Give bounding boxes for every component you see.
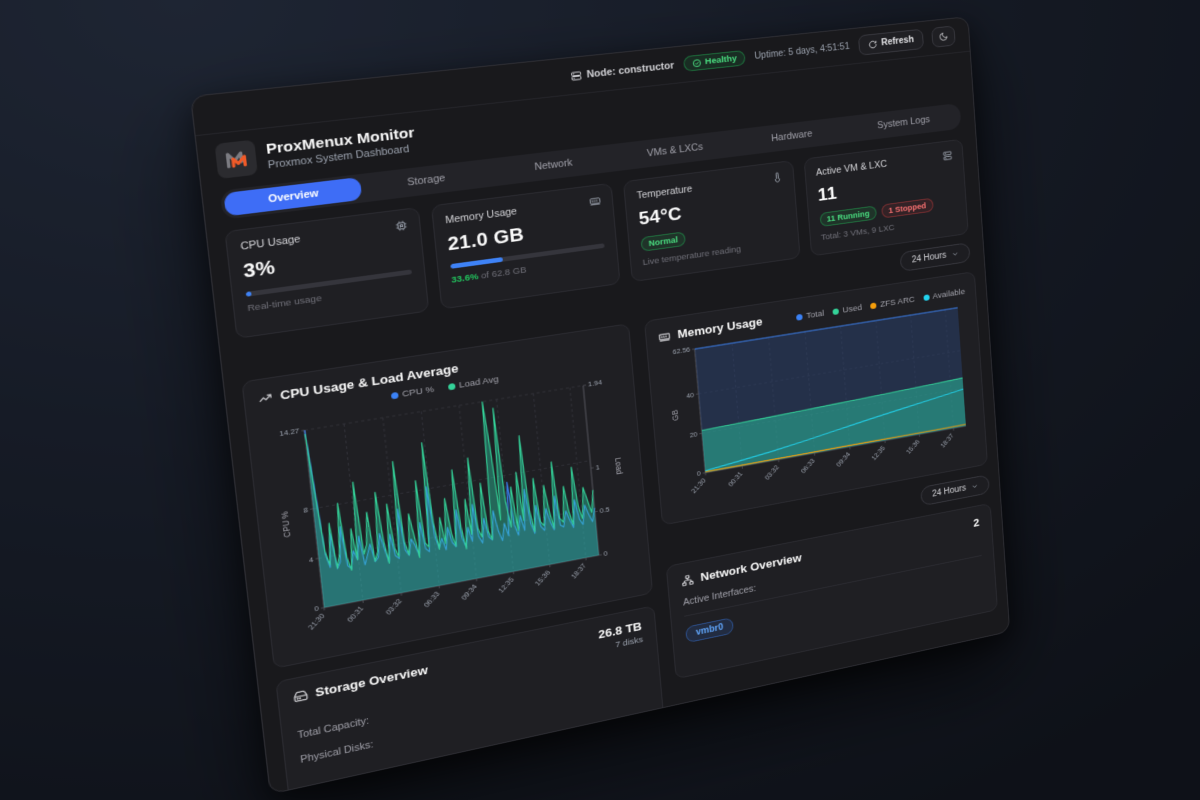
legend-dot (923, 294, 930, 302)
time-range-select-top[interactable]: 24 Hours (899, 242, 971, 272)
cpu-load-chart: 21:30 00:31 03:32 06:33 09:34 12:35 15:36 18:37… (279, 378, 624, 631)
svg-text:0: 0 (314, 604, 319, 613)
scene: Node: constructor Healthy Uptime: 5 days… (150, 14, 1050, 800)
running-badge: 11 Running (819, 205, 877, 228)
svg-text:00:31: 00:31 (726, 470, 744, 488)
svg-text:09:34: 09:34 (835, 451, 852, 469)
svg-text:GB: GB (670, 409, 680, 422)
thermometer-icon (771, 171, 784, 188)
svg-text:0: 0 (697, 470, 702, 479)
svg-text:20: 20 (689, 430, 697, 439)
svg-text:Load: Load (613, 457, 624, 476)
svg-text:1.94: 1.94 (588, 378, 603, 388)
svg-text:21:30: 21:30 (689, 477, 707, 495)
moon-icon (938, 31, 948, 42)
svg-text:12:35: 12:35 (870, 444, 887, 461)
cpu-icon (393, 219, 408, 238)
interface-badge: vmbr0 (685, 617, 734, 644)
chevron-down-icon (951, 250, 959, 259)
time-range-select-bottom[interactable]: 24 Hours (920, 474, 990, 507)
chevron-down-icon (971, 482, 979, 491)
memory-progress-fill (449, 257, 504, 269)
dashboard-window: Node: constructor Healthy Uptime: 5 days… (190, 16, 1011, 795)
theme-toggle-button[interactable] (931, 25, 956, 48)
trending-up-icon (257, 390, 274, 406)
svg-text:18:37: 18:37 (939, 432, 956, 449)
cpu-caption: Real-time usage (246, 293, 323, 314)
refresh-icon (868, 39, 877, 49)
memory-chart: 21:30 00:31 03:32 06:33 09:34 12:35 15:36 18:37… (670, 300, 977, 495)
temperature-card: Temperature 54°C Normal Live temperature… (622, 160, 801, 283)
legend-dot (447, 382, 456, 391)
svg-text:0.5: 0.5 (599, 505, 610, 515)
memory-chart-card: Memory Usage Total Used ZFS ARC Available 2… (644, 271, 988, 526)
cpu-load-chart-card: CPU Usage & Load Average CPU % Load Avg 2… (241, 323, 654, 669)
server-icon (570, 69, 583, 81)
legend-dot (390, 391, 399, 400)
cpu-usage-card: CPU Usage 3% Real-time usage (224, 207, 429, 339)
memory-icon (588, 194, 602, 212)
svg-text:18:37: 18:37 (569, 562, 588, 580)
svg-text:15:36: 15:36 (904, 438, 921, 455)
storage-title: Storage Overview (314, 662, 429, 700)
svg-text:4: 4 (309, 555, 314, 564)
memory-caption: 33.6% of 62.8 GB (450, 265, 527, 286)
memory-usage-card: Memory Usage 21.0 GB 33.6% of 62.8 GB (430, 182, 621, 310)
svg-text:03:32: 03:32 (763, 463, 781, 481)
stopped-badge: 1 Stopped (881, 197, 934, 219)
legend-item: Total (796, 309, 824, 323)
interface-count: 2 (972, 515, 980, 530)
uptime-label: Uptime: 5 days, 4:51:51 (754, 41, 851, 62)
network-icon (681, 573, 695, 588)
svg-text:14.27: 14.27 (279, 427, 300, 439)
check-circle-icon (692, 58, 702, 68)
svg-text:1: 1 (595, 463, 600, 472)
app-logo (214, 139, 258, 180)
node-label: Node: constructor (586, 59, 675, 80)
memory-icon (657, 329, 671, 343)
tab-system-logs[interactable]: System Logs (876, 114, 931, 132)
active-vm-lxc-card: Active VM & LXC 11 11 Running 1 Stopped … (803, 138, 969, 257)
svg-text:0: 0 (603, 549, 608, 558)
svg-text:62.56: 62.56 (672, 346, 690, 357)
cpu-progress-fill (245, 291, 253, 297)
svg-text:40: 40 (686, 391, 694, 400)
svg-text:09:34: 09:34 (459, 583, 478, 602)
legend-item: Used (832, 303, 862, 317)
svg-text:12:35: 12:35 (496, 576, 515, 595)
refresh-button[interactable]: Refresh (857, 28, 925, 56)
app-titles: ProxMenux Monitor Proxmox System Dashboa… (265, 124, 416, 170)
svg-text:06:33: 06:33 (422, 590, 442, 609)
svg-text:03:32: 03:32 (384, 597, 404, 616)
hard-drive-icon (293, 688, 309, 704)
svg-text:8: 8 (303, 505, 308, 514)
svg-text:15:36: 15:36 (533, 569, 552, 588)
svg-text:00:31: 00:31 (345, 605, 365, 624)
server-stack-icon (942, 149, 954, 166)
health-badge: Healthy (682, 49, 746, 72)
temperature-status-badge: Normal (640, 231, 686, 252)
node-info: Node: constructor (570, 60, 675, 82)
svg-text:21:30: 21:30 (306, 612, 326, 631)
legend-dot (870, 302, 877, 310)
legend-dot (832, 308, 840, 316)
svg-text:06:33: 06:33 (799, 457, 816, 475)
svg-text:CPU %: CPU % (279, 510, 293, 538)
legend-dot (796, 313, 803, 321)
